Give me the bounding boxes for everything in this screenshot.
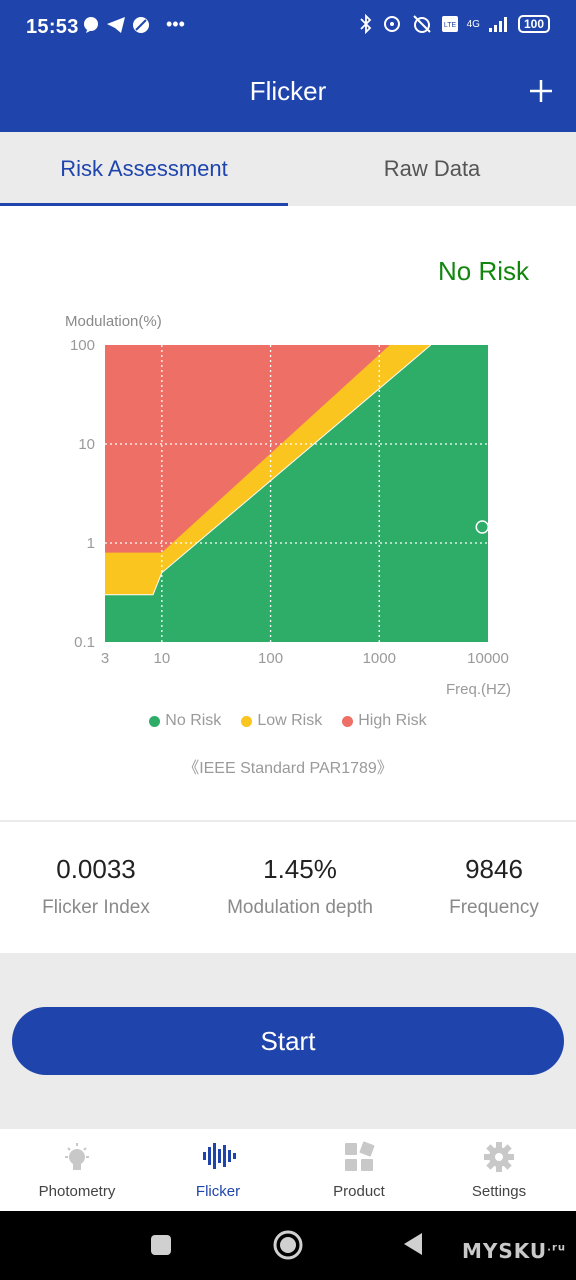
legend-dot xyxy=(241,715,253,727)
metric-label: Frequency xyxy=(449,897,539,918)
page-title: Flicker xyxy=(249,76,327,106)
home-icon[interactable] xyxy=(272,1229,304,1261)
legend-item-low-risk: Low Risk xyxy=(241,712,322,730)
hotspot-icon xyxy=(383,16,400,32)
nav-label: Flicker xyxy=(195,1183,241,1200)
measurement-point xyxy=(475,520,490,534)
gear-icon xyxy=(484,1142,514,1172)
metric-value: 1.45% xyxy=(263,854,337,884)
metric-value: 9846 xyxy=(465,854,523,884)
y-tick-label: 0.1 xyxy=(74,634,95,651)
svg-text:LTE: LTE xyxy=(443,22,456,29)
lightbulb-icon xyxy=(65,1143,89,1170)
recents-icon[interactable] xyxy=(150,1234,172,1256)
alarm-off-icon xyxy=(412,15,431,33)
system-icons: LTE 4G 100 xyxy=(359,14,550,34)
watermark-suffix: .ru xyxy=(547,1242,566,1254)
notification-icons: ••• xyxy=(82,14,185,35)
volte-icon: LTE xyxy=(441,16,458,32)
nav-item-product[interactable]: Product xyxy=(287,1129,431,1211)
tab-raw-data[interactable]: Raw Data xyxy=(383,156,481,181)
nav-label: Settings xyxy=(471,1183,527,1200)
metric-modulation-depth: 1.45% Modulation depth xyxy=(204,854,396,919)
nav-label: Product xyxy=(333,1183,385,1200)
x-tick-label: 1000 xyxy=(363,650,396,667)
tab-bar: Risk Assessment Raw Data xyxy=(0,132,576,206)
plus-icon[interactable] xyxy=(528,78,554,104)
app-icon xyxy=(133,16,149,33)
legend-label: High Risk xyxy=(358,712,427,729)
nav-item-settings[interactable]: Settings xyxy=(427,1129,571,1211)
risk-status-label: No Risk xyxy=(437,256,529,286)
x-tick-label: 3 xyxy=(101,650,109,667)
risk-chart-card: No Risk 3 10 100 1000 10000 100 10 1 0.1 Modulati… xyxy=(0,206,576,820)
y-axis-label: Modulation(%) xyxy=(65,313,162,330)
grid-icon xyxy=(345,1141,375,1171)
legend-dot xyxy=(149,715,161,727)
x-tick-label: 100 xyxy=(258,650,283,667)
start-button[interactable]: Start xyxy=(12,1007,564,1075)
legend-label: No Risk xyxy=(165,712,222,729)
status-bar: 15:53 ••• LTE 4G 100 xyxy=(0,0,576,56)
metric-value: 0.0033 xyxy=(56,854,136,884)
battery-icon: 100 xyxy=(517,15,550,33)
waveform-icon xyxy=(203,1143,236,1169)
legend-dot xyxy=(342,715,354,727)
y-tick-label: 10 xyxy=(78,436,95,453)
chart-legend: No Risk Low Risk High Risk xyxy=(0,712,576,730)
y-tick-label: 100 xyxy=(70,337,95,354)
app-bar: Flicker xyxy=(0,56,576,132)
legend-item-high-risk: High Risk xyxy=(342,712,427,730)
nav-item-flicker[interactable]: Flicker xyxy=(146,1129,290,1211)
nav-label: Photometry xyxy=(38,1183,116,1200)
nav-item-photometry[interactable]: Photometry xyxy=(5,1129,149,1211)
x-tick-label: 10 xyxy=(154,650,171,667)
watermark-text: MYSKU xyxy=(461,1239,548,1263)
signal-icon xyxy=(488,17,507,32)
legend-label: Low Risk xyxy=(257,712,323,729)
telegram-icon xyxy=(107,16,125,33)
tab-risk-assessment[interactable]: Risk Assessment xyxy=(60,156,228,181)
no-risk-boundary xyxy=(105,344,432,596)
standard-reference: 《IEEE Standard PAR1789》 xyxy=(183,760,393,777)
metric-label: Flicker Index xyxy=(42,897,150,918)
network-type: 4G xyxy=(466,18,480,30)
bluetooth-icon xyxy=(359,14,371,34)
watermark: MYSKU.ru xyxy=(462,1239,566,1263)
chat-icon xyxy=(84,16,98,33)
metric-label: Modulation depth xyxy=(227,897,373,918)
y-tick-label: 1 xyxy=(87,535,95,552)
back-icon[interactable] xyxy=(402,1231,424,1257)
metric-frequency: 9846 Frequency xyxy=(398,854,576,919)
metric-flicker-index: 0.0033 Flicker Index xyxy=(0,854,192,919)
metrics-panel: 0.0033 Flicker Index 1.45% Modulation de… xyxy=(0,822,576,953)
flicker-risk-chart: 3 10 100 1000 10000 100 10 1 0.1 Modulation(%) Fre… xyxy=(65,313,511,698)
legend-item-no-risk: No Risk xyxy=(149,712,221,730)
system-nav-bar: MYSKU.ru xyxy=(0,1211,576,1280)
no-risk-region xyxy=(105,345,488,642)
tab-indicator xyxy=(0,203,288,206)
more-notifications-icon: ••• xyxy=(166,14,185,34)
status-time: 15:53 xyxy=(26,16,79,38)
bottom-nav: Photometry Flicker Product Setti xyxy=(0,1129,576,1211)
x-axis-label: Freq.(HZ) xyxy=(446,681,511,698)
x-tick-label: 10000 xyxy=(467,650,509,667)
